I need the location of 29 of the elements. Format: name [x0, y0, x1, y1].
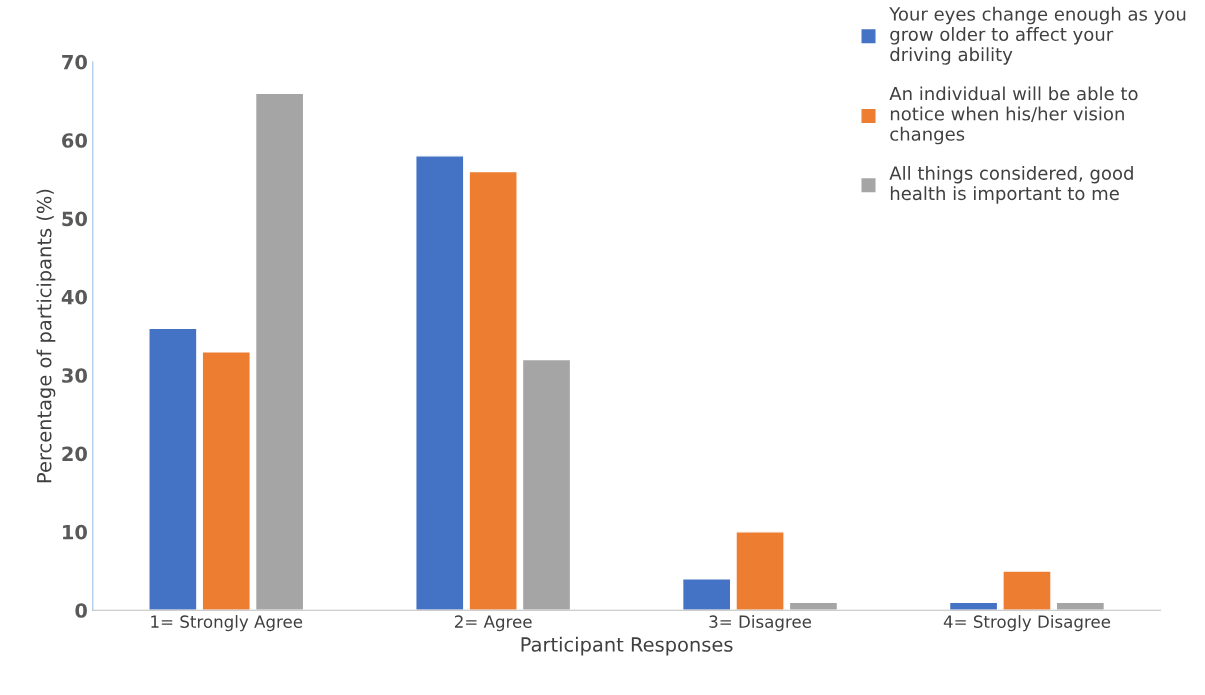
legend-label: All things considered, good health is important to me [889, 165, 1133, 204]
x-tick-label: 1= Strongly Agree [151, 615, 303, 632]
bar [948, 601, 999, 611]
y-tick-label: 60 [62, 133, 87, 148]
bar [1002, 570, 1052, 611]
y-tick-label: 0 [75, 603, 87, 618]
y-tick-label: 10 [63, 524, 87, 540]
bar [415, 155, 465, 611]
x-tick-label: 3= Disagree [709, 615, 812, 632]
y-tick-label: 40 [61, 289, 87, 305]
bar [1055, 601, 1106, 611]
legend-label: Your eyes change enough as you grow older to affect your driving ability [889, 6, 1186, 65]
y-tick-label: 50 [62, 211, 87, 227]
bar [201, 351, 251, 611]
x-tick-label: 4= Strogly Disagree [943, 615, 1111, 632]
bar [468, 170, 518, 611]
bar [681, 578, 732, 611]
legend-label: An individual will be able to notice when his/her vision changes [889, 86, 1138, 145]
y-tick-label: 70 [62, 54, 87, 70]
bar [788, 601, 839, 611]
bar [735, 531, 785, 611]
y-axis-title: Percentage of participants (%) [36, 189, 56, 483]
y-tick-label: 20 [62, 446, 87, 462]
bar [254, 92, 305, 611]
bar [148, 327, 198, 611]
x-tick-label: 2= Agree [454, 615, 532, 632]
y-tick-label: 30 [62, 368, 87, 383]
bar [521, 358, 572, 611]
x-axis-title: Participant Responses [521, 636, 733, 656]
